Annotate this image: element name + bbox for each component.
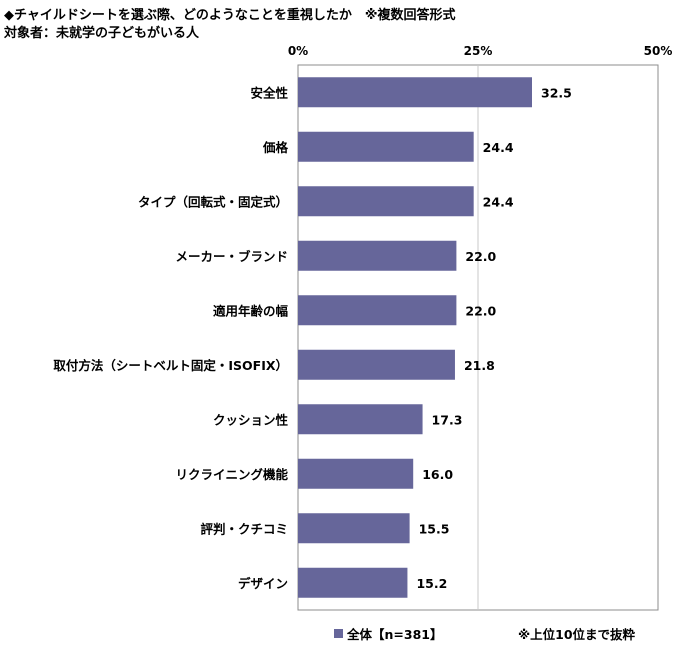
- data-label: 17.3: [432, 412, 463, 427]
- x-tick-label: 25%: [464, 44, 493, 58]
- category-label: 評判・クチコミ: [200, 521, 288, 536]
- bar: [298, 295, 457, 326]
- category-label: 安全性: [250, 85, 288, 100]
- legend-label: 全体【n=381】: [347, 627, 443, 642]
- chart-title: ◆チャイルドシートを選ぶ際、どのようなことを重視したか ※複数回答形式: [4, 8, 456, 23]
- bar: [298, 240, 457, 271]
- bar: [298, 567, 408, 598]
- chart-subtitle: 対象者：未就学の子どもがいる人: [4, 26, 200, 41]
- bar: [298, 186, 474, 217]
- bar: [298, 404, 423, 435]
- data-label: 21.8: [464, 358, 495, 373]
- data-label: 22.0: [465, 249, 496, 264]
- legend: 全体【n=381】: [334, 624, 442, 643]
- data-label: 32.5: [541, 85, 572, 100]
- data-label: 15.2: [416, 576, 447, 591]
- bar: [298, 349, 455, 380]
- bar: [298, 458, 414, 489]
- category-label: 適用年齢の幅: [213, 303, 289, 318]
- legend-swatch: [334, 629, 343, 638]
- data-label: 24.4: [483, 140, 514, 155]
- x-tick-label: 50%: [644, 44, 673, 58]
- category-label: リクライニング機能: [175, 467, 288, 482]
- category-label: クッション性: [213, 412, 289, 427]
- data-label: 22.0: [465, 303, 496, 318]
- bar: [298, 131, 474, 162]
- category-label: 価格: [262, 140, 289, 155]
- bar: [298, 513, 410, 544]
- footnote: ※上位10位まで抜粋: [518, 627, 636, 642]
- data-label: 15.5: [419, 521, 450, 536]
- category-label: デザイン: [238, 576, 288, 591]
- data-label: 24.4: [483, 194, 514, 209]
- category-label: タイプ（回転式・固定式）: [138, 194, 288, 209]
- x-tick-label: 0%: [288, 44, 308, 58]
- category-label: 取付方法（シートベルト固定・ISOFIX）: [53, 358, 288, 373]
- category-label: メーカー・ブランド: [175, 249, 288, 264]
- bar: [298, 77, 532, 108]
- data-label: 16.0: [422, 467, 453, 482]
